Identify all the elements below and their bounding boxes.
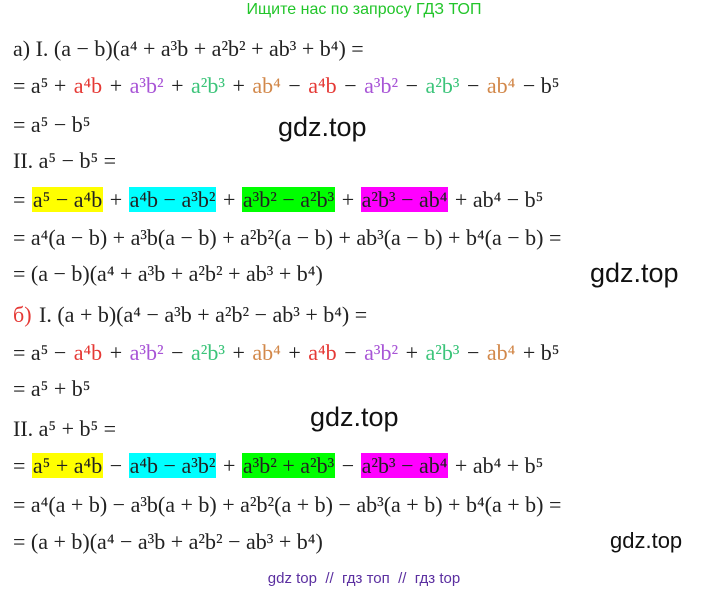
math-segment: a³b² <box>364 340 399 365</box>
math-segment: = <box>13 453 31 478</box>
math-line: а) I. (a − b)(a⁴ + a³b + a²b² + ab³ + b⁴… <box>12 36 365 62</box>
math-segment: − <box>338 340 363 365</box>
math-segment: a⁴b − a³b² <box>128 453 217 478</box>
math-segment: ab⁴ <box>486 73 516 98</box>
math-segment: + b⁵ <box>517 340 560 365</box>
math-segment: + <box>400 340 424 365</box>
math-segment: a⁵ − a⁴b <box>31 187 104 212</box>
math-segment: − <box>338 73 363 98</box>
math-segment: + <box>165 73 189 98</box>
math-line: = a⁵ + b⁵ <box>12 376 91 402</box>
math-segment: I. (a + b)(a⁴ − a³b + a²b² − ab³ + b⁴) = <box>33 302 368 327</box>
math-segment: II. a⁵ + b⁵ = <box>13 416 117 441</box>
math-segment: a²b³ <box>425 73 460 98</box>
math-segment: a³b² <box>364 73 399 98</box>
header: Ищите нас по запросу ГДЗ ТОП <box>246 1 482 18</box>
math-segment: a⁴b <box>308 73 337 98</box>
math-segment: a²b³ <box>191 73 225 98</box>
math-segment: − <box>104 453 128 478</box>
math-segment: − <box>282 73 307 98</box>
math-line: = a⁴(a − b) + a³b(a − b) + a²b²(a − b) +… <box>12 225 562 251</box>
math-line: = a⁵ − a⁴b + a⁴b − a³b² + a³b² − a²b³ + … <box>12 187 544 213</box>
math-segment: = a⁵ + <box>13 73 72 98</box>
math-segment: + <box>226 340 251 365</box>
math-segment: a³b² − a²b³ <box>241 187 336 212</box>
math-line: = (a + b)(a⁴ − a³b + a²b² − ab³ + b⁴) <box>12 529 324 555</box>
math-segment: + <box>226 73 251 98</box>
math-segment: + <box>217 187 241 212</box>
math-line: = a⁵ + a⁴b − a⁴b − a³b² + a³b² + a²b³ − … <box>12 453 544 479</box>
math-segment: II. a⁵ − b⁵ = <box>13 148 117 173</box>
math-segment: a³b² + a²b³ <box>241 453 336 478</box>
math-segment: − <box>400 73 424 98</box>
math-segment: = a⁵ − b⁵ <box>13 112 91 137</box>
math-segment: a²b³ <box>191 340 225 365</box>
math-segment: a⁴b − a³b² <box>128 187 217 212</box>
math-segment: a²b³ <box>425 340 460 365</box>
math-segment: − b⁵ <box>517 73 560 98</box>
math-line: II. a⁵ + b⁵ = <box>12 416 117 442</box>
math-segment: = a⁴(a + b) − a³b(a + b) + a²b²(a + b) −… <box>13 492 562 517</box>
math-segment: − <box>461 340 485 365</box>
math-segment: a³b² <box>129 340 164 365</box>
math-segment: a⁴b <box>308 340 337 365</box>
watermark: gdz.top <box>610 528 683 553</box>
math-line: = a⁵ + a⁴b + a³b² + a²b³ + ab⁴ − a⁴b − a… <box>12 73 560 99</box>
math-line: б) I. (a + b)(a⁴ − a³b + a²b² − ab³ + b⁴… <box>12 302 368 328</box>
math-line: = a⁵ − a⁴b + a³b² − a²b³ + ab⁴ + a⁴b − a… <box>12 340 560 366</box>
math-segment: = <box>13 187 31 212</box>
math-segment: + <box>217 453 241 478</box>
watermark: gdz.top <box>278 112 367 142</box>
math-segment: а) I. (a − b)(a⁴ + a³b + a²b² + ab³ + b⁴… <box>13 36 364 61</box>
math-segment: + <box>104 340 128 365</box>
math-segment: = (a − b)(a⁴ + a³b + a²b² + ab³ + b⁴) <box>13 261 323 286</box>
math-line: II. a⁵ − b⁵ = <box>12 148 117 174</box>
math-segment: ab⁴ <box>252 340 281 365</box>
footer: gdz top // гдз топ // гдз top <box>267 570 461 587</box>
math-segment: a⁴b <box>73 73 103 98</box>
watermark: gdz.top <box>590 258 679 288</box>
math-segment: a²b³ − ab⁴ <box>360 453 449 478</box>
math-segment: a⁵ + a⁴b <box>31 453 104 478</box>
math-line: = a⁴(a + b) − a³b(a + b) + a²b²(a + b) −… <box>12 492 562 518</box>
math-segment: + <box>282 340 307 365</box>
math-segment: a³b² <box>129 73 164 98</box>
math-segment: a⁴b <box>73 340 103 365</box>
math-segment: = a⁵ + b⁵ <box>13 376 91 401</box>
math-segment: + ab⁴ + b⁵ <box>449 453 544 478</box>
math-segment: + ab⁴ − b⁵ <box>449 187 544 212</box>
math-segment: − <box>461 73 485 98</box>
math-line: = (a − b)(a⁴ + a³b + a²b² + ab³ + b⁴) <box>12 261 324 287</box>
math-segment: + <box>104 73 128 98</box>
math-segment: б) <box>13 302 32 327</box>
math-segment: = a⁵ − <box>13 340 72 365</box>
math-segment: ab⁴ <box>486 340 516 365</box>
math-segment: − <box>165 340 189 365</box>
math-line: = a⁵ − b⁵ <box>12 112 91 138</box>
math-segment: ab⁴ <box>252 73 281 98</box>
math-segment: a²b³ − ab⁴ <box>360 187 449 212</box>
watermark: gdz.top <box>310 402 399 432</box>
math-segment: = (a + b)(a⁴ − a³b + a²b² − ab³ + b⁴) <box>13 529 323 554</box>
math-segment: + <box>104 187 128 212</box>
math-segment: − <box>336 453 360 478</box>
math-segment: + <box>336 187 360 212</box>
math-segment: = a⁴(a − b) + a³b(a − b) + a²b²(a − b) +… <box>13 225 562 250</box>
